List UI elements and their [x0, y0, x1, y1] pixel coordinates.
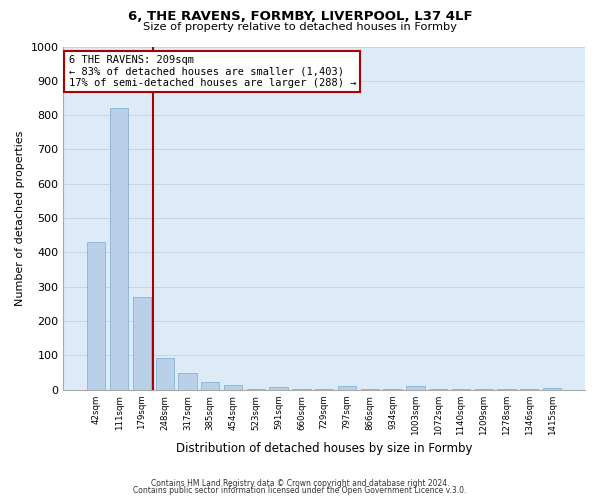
- Bar: [406, 386, 425, 390]
- Bar: [224, 384, 242, 390]
- Bar: [87, 242, 106, 390]
- Bar: [133, 297, 151, 390]
- Text: 6 THE RAVENS: 209sqm
← 83% of detached houses are smaller (1,403)
17% of semi-de: 6 THE RAVENS: 209sqm ← 83% of detached h…: [68, 55, 356, 88]
- Bar: [110, 108, 128, 390]
- Bar: [201, 382, 220, 390]
- Text: 6, THE RAVENS, FORMBY, LIVERPOOL, L37 4LF: 6, THE RAVENS, FORMBY, LIVERPOOL, L37 4L…: [128, 10, 472, 23]
- Bar: [269, 387, 288, 390]
- Y-axis label: Number of detached properties: Number of detached properties: [15, 130, 25, 306]
- Text: Contains HM Land Registry data © Crown copyright and database right 2024.: Contains HM Land Registry data © Crown c…: [151, 478, 449, 488]
- Text: Size of property relative to detached houses in Formby: Size of property relative to detached ho…: [143, 22, 457, 32]
- Bar: [338, 386, 356, 390]
- Bar: [155, 358, 174, 390]
- Text: Contains public sector information licensed under the Open Government Licence v.: Contains public sector information licen…: [133, 486, 467, 495]
- Bar: [543, 388, 561, 390]
- Bar: [178, 374, 197, 390]
- X-axis label: Distribution of detached houses by size in Formby: Distribution of detached houses by size …: [176, 442, 472, 455]
